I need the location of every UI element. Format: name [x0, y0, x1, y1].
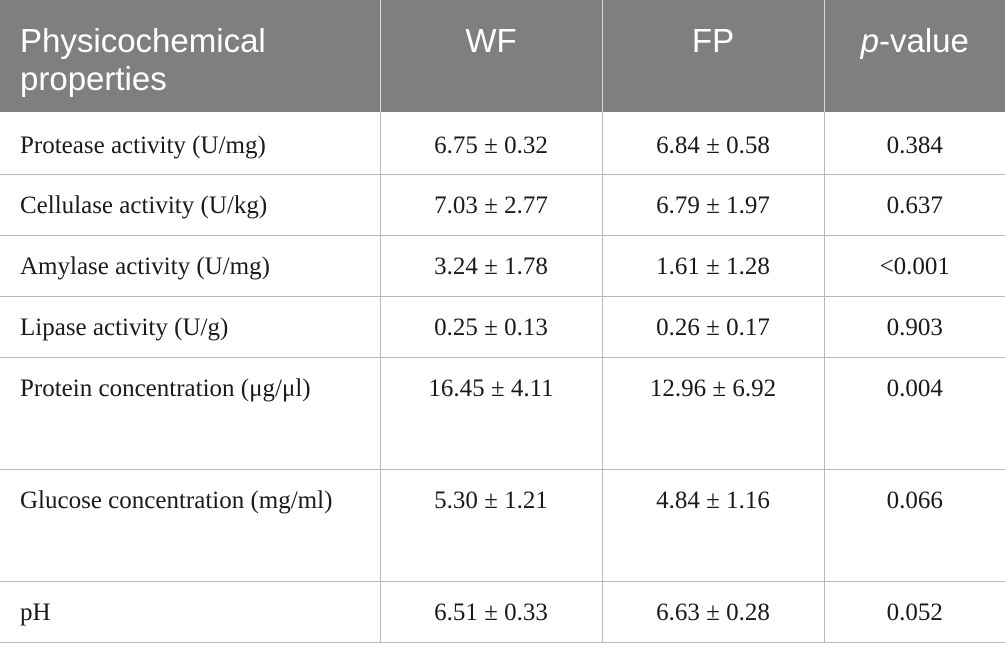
- wf-cell: 5.30 ± 1.21: [380, 469, 603, 582]
- table-row: Cellulase activity (U/kg) 7.03 ± 2.77 6.…: [0, 174, 1005, 236]
- fp-cell: 6.79 ± 1.97: [602, 174, 825, 236]
- table-header: Physicochemical properties WF FP p-value: [0, 0, 1005, 112]
- header-row: Physicochemical properties WF FP p-value: [0, 0, 1005, 112]
- p-value-cell: 0.903: [824, 296, 1005, 358]
- property-cell: pH: [0, 581, 381, 643]
- p-value-cell: 0.004: [824, 357, 1005, 470]
- wf-cell: 3.24 ± 1.78: [380, 235, 603, 297]
- p-value-cell: 0.052: [824, 581, 1005, 643]
- fp-cell: 6.84 ± 0.58: [602, 112, 825, 175]
- p-value-cell: 0.384: [824, 112, 1005, 175]
- table-row: Protein concentration (μg/μl) 16.45 ± 4.…: [0, 357, 1005, 470]
- property-cell: Amylase activity (U/mg): [0, 235, 381, 297]
- wf-cell: 6.51 ± 0.33: [380, 581, 603, 643]
- table-row: Protease activity (U/mg) 6.75 ± 0.32 6.8…: [0, 112, 1005, 175]
- property-cell: Protease activity (U/mg): [0, 112, 381, 175]
- table-row: Glucose concentration (mg/ml) 5.30 ± 1.2…: [0, 469, 1005, 582]
- table-row: Lipase activity (U/g) 0.25 ± 0.13 0.26 ±…: [0, 296, 1005, 358]
- fp-cell: 4.84 ± 1.16: [602, 469, 825, 582]
- properties-table: Physicochemical properties WF FP p-value…: [0, 0, 1005, 643]
- wf-cell: 7.03 ± 2.77: [380, 174, 603, 236]
- header-p-rest: -value: [878, 22, 969, 59]
- property-cell: Glucose concentration (mg/ml): [0, 469, 381, 582]
- wf-cell: 6.75 ± 0.32: [380, 112, 603, 175]
- table-row: Amylase activity (U/mg) 3.24 ± 1.78 1.61…: [0, 235, 1005, 297]
- header-wf: WF: [380, 0, 603, 112]
- property-cell: Lipase activity (U/g): [0, 296, 381, 358]
- p-value-cell: <0.001: [824, 235, 1005, 297]
- property-cell: Cellulase activity (U/kg): [0, 174, 381, 236]
- header-fp: FP: [602, 0, 825, 112]
- table-row: pH 6.51 ± 0.33 6.63 ± 0.28 0.052: [0, 581, 1005, 643]
- fp-cell: 0.26 ± 0.17: [602, 296, 825, 358]
- header-physicochemical-properties: Physicochemical properties: [0, 0, 381, 112]
- p-value-cell: 0.637: [824, 174, 1005, 236]
- wf-cell: 16.45 ± 4.11: [380, 357, 603, 470]
- table-body: Protease activity (U/mg) 6.75 ± 0.32 6.8…: [0, 112, 1005, 643]
- header-p-value: p-value: [824, 0, 1005, 112]
- fp-cell: 6.63 ± 0.28: [602, 581, 825, 643]
- header-p-italic: p: [860, 22, 879, 59]
- wf-cell: 0.25 ± 0.13: [380, 296, 603, 358]
- p-value-cell: 0.066: [824, 469, 1005, 582]
- property-cell: Protein concentration (μg/μl): [0, 357, 381, 470]
- fp-cell: 12.96 ± 6.92: [602, 357, 825, 470]
- fp-cell: 1.61 ± 1.28: [602, 235, 825, 297]
